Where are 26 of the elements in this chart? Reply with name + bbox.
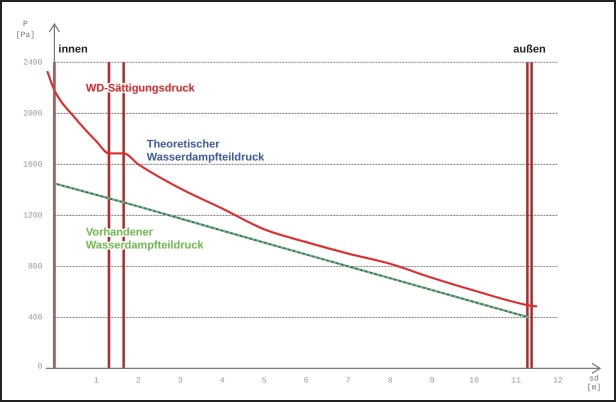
line-series <box>46 70 538 308</box>
x-tick-label: 2 <box>136 376 141 386</box>
y-tick-label: 1200 <box>23 211 43 220</box>
annotation: innen <box>58 43 88 56</box>
y-tick-label: 400 <box>28 314 43 323</box>
x-axis-title: sd [m] <box>586 374 602 392</box>
line-series <box>53 182 530 318</box>
y-tick-label: 2400 <box>23 58 43 68</box>
y-tick-label: 2000 <box>23 109 43 118</box>
annotation: außen <box>513 43 546 56</box>
x-tick-label: 4 <box>220 376 225 386</box>
x-tick-label: 5 <box>262 376 267 386</box>
y-tick-label: 1600 <box>23 160 43 170</box>
x-tick-label: 8 <box>388 376 393 386</box>
x-tick-label: 11 <box>511 376 522 386</box>
x-tick-label: 1 <box>94 376 99 386</box>
x-tick-label: 10 <box>469 376 480 386</box>
x-tick-label: 6 <box>304 376 309 386</box>
y-axis-title: P [Pa] <box>16 20 35 40</box>
x-tick-label: 7 <box>346 376 351 386</box>
text: Theoretischer Wasserdampfteildruck <box>146 138 266 164</box>
y-tick-label: 0 <box>38 362 43 372</box>
y-tick-label: 800 <box>28 262 43 272</box>
x-tick-label: 9 <box>430 376 435 386</box>
x-tick-label: 12 <box>553 376 564 386</box>
x-tick-label: 3 <box>178 376 183 386</box>
